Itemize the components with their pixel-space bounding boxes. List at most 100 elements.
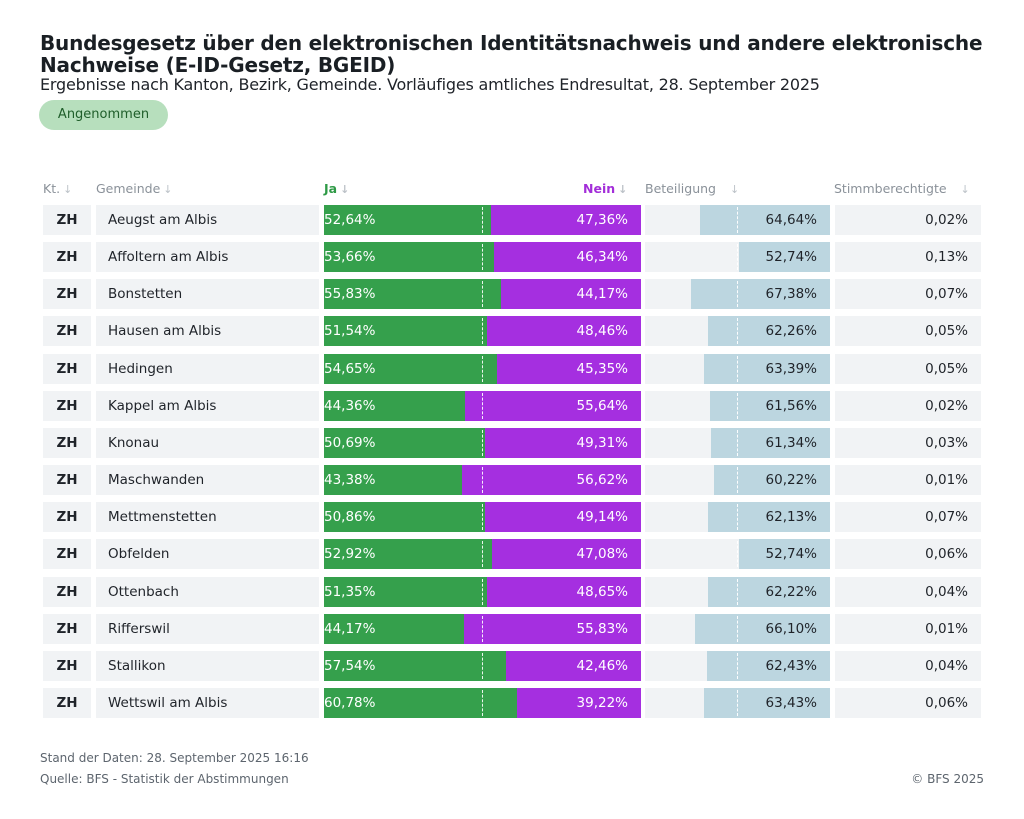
beteiligung-cell: 52,74% (645, 539, 830, 570)
sort-arrow-icon: ↓ (63, 183, 73, 196)
beteiligung-value: 61,56% (765, 397, 817, 414)
ja-bar-segment (324, 613, 465, 644)
beteiligung-cell: 63,39% (645, 353, 830, 384)
nein-value: 49,31% (576, 434, 628, 451)
beteiligung-marker (737, 392, 738, 419)
table-row[interactable]: ZH Wettswil am Albis 60,78% 39,22% 63,43% 0,0… (0, 687, 1024, 718)
stimmberechtigte-value: 0,07% (835, 502, 981, 533)
ja-bar-segment (324, 687, 517, 718)
beteiligung-marker (737, 355, 738, 382)
majority-marker (482, 281, 483, 308)
beteiligung-marker (737, 281, 738, 308)
ja-value: 43,38% (324, 472, 376, 489)
kanton-cell: ZH (43, 279, 91, 310)
beteiligung-cell: 64,64% (645, 205, 830, 235)
beteiligung-value: 63,43% (765, 694, 817, 711)
stimmberechtigte-value: 0,05% (835, 353, 981, 384)
kanton-cell: ZH (43, 353, 91, 384)
stimmberechtigte-value: 0,03% (835, 427, 981, 458)
table-row[interactable]: ZH Mettmenstetten 50,86% 49,14% 62,13% 0,07% (0, 502, 1024, 533)
ja-nein-bar: 54,65% 45,35% (324, 353, 641, 384)
column-header-kanton[interactable]: Kt. ↓ (43, 181, 73, 196)
majority-marker (482, 541, 483, 568)
majority-marker (482, 392, 483, 419)
majority-marker (482, 244, 483, 271)
ja-bar-segment (324, 465, 462, 496)
ja-bar-segment (324, 427, 485, 458)
ja-nein-bar: 44,17% 55,83% (324, 613, 641, 644)
column-header-gemeinde[interactable]: Gemeinde ↓ (96, 181, 173, 196)
beteiligung-cell: 61,56% (645, 390, 830, 421)
gemeinde-cell: Hedingen (96, 353, 319, 384)
beteiligung-bar (710, 427, 830, 458)
sort-arrow-icon: ↓ (618, 183, 628, 196)
beteiligung-value: 60,22% (765, 472, 817, 489)
kanton-cell: ZH (43, 502, 91, 533)
beteiligung-cell: 62,22% (645, 576, 830, 607)
majority-marker (482, 207, 483, 233)
gemeinde-cell: Bonstetten (96, 279, 319, 310)
kanton-cell: ZH (43, 650, 91, 681)
ja-value: 52,64% (324, 212, 376, 228)
ja-nein-bar: 51,35% 48,65% (324, 576, 641, 607)
table-row[interactable]: ZH Obfelden 52,92% 47,08% 52,74% 0,06% (0, 539, 1024, 570)
table-row[interactable]: ZH Rifferswil 44,17% 55,83% 66,10% 0,01% (0, 613, 1024, 644)
ja-value: 51,35% (324, 583, 376, 600)
ja-nein-bar: 52,92% 47,08% (324, 539, 641, 570)
nein-value: 48,65% (576, 583, 628, 600)
table-row[interactable]: ZH Aeugst am Albis 52,64% 47,36% 64,64% 0,02% (0, 205, 1024, 235)
nein-value: 44,17% (576, 286, 628, 303)
beteiligung-cell: 61,34% (645, 427, 830, 458)
ja-bar-segment (324, 390, 465, 421)
table-row[interactable]: ZH Stallikon 57,54% 42,46% 62,43% 0,04% (0, 650, 1024, 681)
ja-value: 55,83% (324, 286, 376, 303)
table-row[interactable]: ZH Ottenbach 51,35% 48,65% 62,22% 0,04% (0, 576, 1024, 607)
nein-value: 55,83% (576, 620, 628, 637)
stimmberechtigte-value: 0,02% (835, 205, 981, 235)
beteiligung-bar (708, 502, 830, 533)
ja-value: 53,66% (324, 249, 376, 266)
kanton-cell: ZH (43, 576, 91, 607)
table-row[interactable]: ZH Hedingen 54,65% 45,35% 63,39% 0,05% (0, 353, 1024, 384)
gemeinde-cell: Wettswil am Albis (96, 687, 319, 718)
beteiligung-value: 62,22% (765, 583, 817, 600)
stimmberechtigte-value: 0,02% (835, 390, 981, 421)
ja-nein-bar: 57,54% 42,46% (324, 650, 641, 681)
column-header-stimmberechtigte[interactable]: Stimmberechtigte ↓ (834, 181, 970, 196)
ja-value: 50,69% (324, 434, 376, 451)
majority-marker (482, 504, 483, 531)
gemeinde-cell: Maschwanden (96, 465, 319, 496)
chart-subtitle: Ergebnisse nach Kanton, Bezirk, Gemeinde… (40, 75, 820, 94)
table-row[interactable]: ZH Maschwanden 43,38% 56,62% 60,22% 0,01% (0, 465, 1024, 496)
beteiligung-marker (737, 541, 738, 568)
beteiligung-bar (739, 242, 830, 273)
beteiligung-marker (737, 244, 738, 271)
ja-nein-bar: 55,83% 44,17% (324, 279, 641, 310)
beteiligung-bar (707, 650, 830, 681)
majority-marker (482, 429, 483, 456)
nein-value: 56,62% (576, 472, 628, 489)
gemeinde-cell: Hausen am Albis (96, 316, 319, 347)
ja-value: 44,36% (324, 397, 376, 414)
nein-value: 39,22% (576, 694, 628, 711)
table-row[interactable]: ZH Hausen am Albis 51,54% 48,46% 62,26% 0,05% (0, 316, 1024, 347)
ja-value: 54,65% (324, 360, 376, 377)
beteiligung-bar (714, 465, 830, 496)
ja-value: 50,86% (324, 509, 376, 526)
beteiligung-marker (737, 318, 738, 345)
ja-value: 57,54% (324, 657, 376, 674)
stimmberechtigte-value: 0,06% (835, 539, 981, 570)
ja-nein-bar: 60,78% 39,22% (324, 687, 641, 718)
kanton-cell: ZH (43, 390, 91, 421)
table-row[interactable]: ZH Kappel am Albis 44,36% 55,64% 61,56% 0,02% (0, 390, 1024, 421)
beteiligung-value: 61,34% (765, 434, 817, 451)
table-row[interactable]: ZH Knonau 50,69% 49,31% 61,34% 0,03% (0, 427, 1024, 458)
beteiligung-marker (737, 504, 738, 531)
nein-value: 48,46% (576, 323, 628, 340)
column-header-beteiligung[interactable]: Beteiligung ↓ (645, 181, 740, 196)
ja-nein-bar: 51,54% 48,46% (324, 316, 641, 347)
table-row[interactable]: ZH Affoltern am Albis 53,66% 46,34% 52,74% 0,… (0, 242, 1024, 273)
column-header-ja[interactable]: Ja ↓ (324, 181, 350, 196)
column-header-nein[interactable]: Nein ↓ (583, 181, 628, 196)
table-row[interactable]: ZH Bonstetten 55,83% 44,17% 67,38% 0,07% (0, 279, 1024, 310)
